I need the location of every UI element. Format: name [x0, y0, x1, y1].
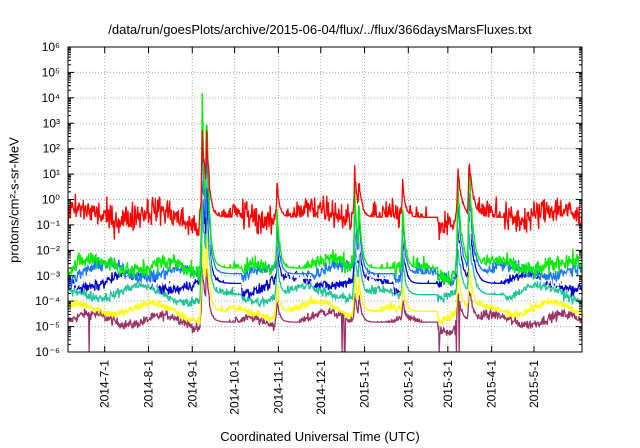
series-line: [67, 236, 583, 326]
y-tick-label: 10²: [43, 142, 60, 156]
plot-frame: [67, 46, 583, 353]
y-tick-label: 10⁻⁴: [35, 294, 60, 308]
series-line: [67, 190, 583, 308]
series-line: [67, 92, 583, 286]
y-tick-label: 10⁻²: [36, 243, 60, 257]
series-line: [67, 127, 583, 288]
x-tick-label: 2014-8-1: [141, 360, 155, 408]
y-tick-label: 10⁶: [42, 40, 60, 54]
x-tick-label: 2014-7-1: [98, 360, 112, 408]
chart-title: /data/run/goesPlots/archive/2015-06-04/f…: [108, 22, 532, 37]
series-line: [67, 161, 583, 292]
y-tick-label: 10⁻³: [36, 269, 60, 283]
y-axis-label: protons/cm²-s-sr-MeV: [6, 137, 22, 263]
x-tick-label: 2015-5-1: [527, 360, 541, 408]
y-tick-label: 10⁻⁵: [35, 320, 60, 334]
grid: [68, 47, 582, 352]
y-tick-label: 10⁵: [42, 65, 60, 79]
y-tick-label: 10³: [43, 116, 60, 130]
x-tick-label: 2014-9-1: [185, 360, 199, 408]
y-tick-label: 10¹: [43, 167, 60, 181]
series-group: [67, 92, 583, 353]
x-tick-label: 2014-12-1: [314, 360, 328, 415]
x-tick-label: 2015-3-1: [441, 360, 455, 408]
y-tick-label: 10⁴: [41, 91, 60, 105]
series-line: [67, 130, 583, 241]
x-tick-label: 2015-4-1: [485, 360, 499, 408]
x-tick-label: 2015-1-1: [358, 360, 372, 408]
x-tick-label: 2014-10-1: [228, 360, 242, 415]
x-tick-label: 2015-2-1: [401, 360, 415, 408]
y-tick-label: 10⁰: [42, 193, 60, 207]
x-tick-label: 2014-11-1: [271, 360, 285, 414]
series-line: [67, 267, 583, 353]
y-tick-label: 10⁻¹: [36, 218, 60, 232]
y-axis-title: protons/cm²-s-sr-MeV: [2, 0, 26, 448]
x-axis-title: Coordinated Universal Time (UTC): [220, 429, 420, 444]
y-tick-label: 10⁻⁶: [35, 345, 60, 359]
